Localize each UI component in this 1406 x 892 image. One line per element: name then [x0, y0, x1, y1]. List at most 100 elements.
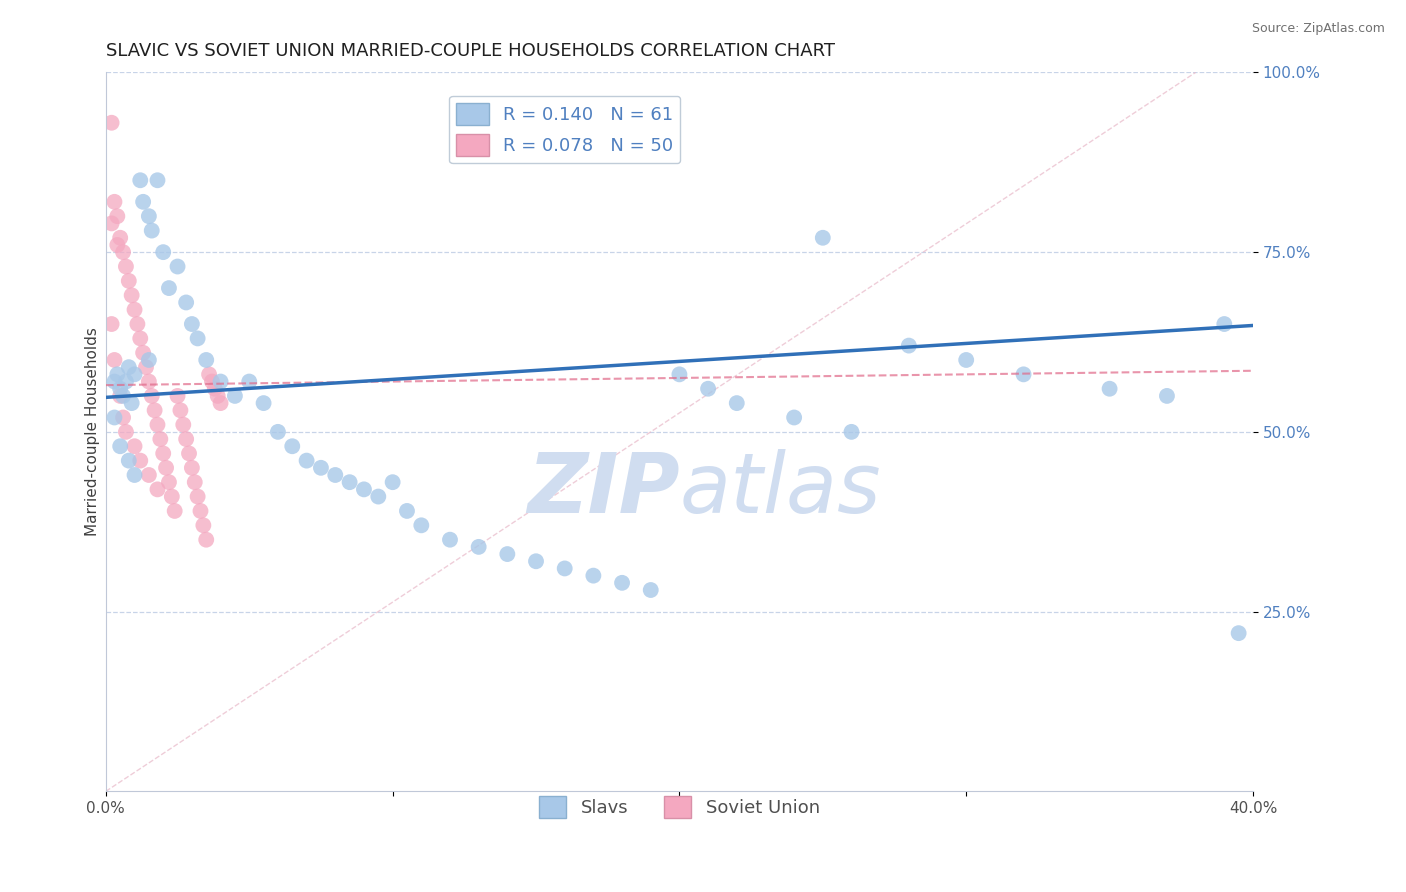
Point — [105, 209, 128, 223]
Point — [141, 389, 163, 403]
Point — [100, 317, 122, 331]
Point — [146, 483, 169, 497]
Point — [121, 396, 143, 410]
Point — [174, 295, 197, 310]
Point — [121, 288, 143, 302]
Y-axis label: Married-couple Households: Married-couple Households — [86, 327, 100, 536]
Point — [115, 260, 138, 274]
Point — [108, 439, 131, 453]
Point — [124, 368, 146, 382]
Point — [100, 116, 122, 130]
Point — [209, 396, 232, 410]
Point — [138, 353, 160, 368]
Point — [1213, 317, 1236, 331]
Point — [640, 582, 662, 597]
Text: ZIP: ZIP — [527, 449, 679, 530]
Point — [811, 231, 834, 245]
Point — [103, 410, 125, 425]
Point — [103, 353, 125, 368]
Point — [783, 410, 806, 425]
Point — [180, 460, 202, 475]
Point — [172, 417, 194, 432]
Point — [146, 417, 169, 432]
Point — [124, 439, 146, 453]
Point — [281, 439, 304, 453]
Point — [141, 223, 163, 237]
Point — [118, 453, 141, 467]
Point — [381, 475, 404, 490]
Point — [339, 475, 361, 490]
Point — [190, 504, 212, 518]
Point — [105, 238, 128, 252]
Point — [143, 403, 166, 417]
Point — [115, 425, 138, 439]
Point — [169, 403, 191, 417]
Point — [323, 468, 346, 483]
Point — [554, 561, 576, 575]
Point — [124, 468, 146, 483]
Point — [124, 302, 146, 317]
Point — [496, 547, 519, 561]
Point — [204, 382, 226, 396]
Point — [209, 375, 232, 389]
Point — [195, 533, 218, 547]
Point — [138, 468, 160, 483]
Point — [201, 375, 224, 389]
Point — [166, 389, 188, 403]
Point — [353, 483, 375, 497]
Point — [184, 475, 207, 490]
Text: atlas: atlas — [679, 449, 882, 530]
Point — [524, 554, 547, 568]
Point — [725, 396, 748, 410]
Point — [582, 568, 605, 582]
Point — [668, 368, 690, 382]
Point — [295, 453, 318, 467]
Point — [1012, 368, 1035, 382]
Point — [157, 475, 180, 490]
Point — [897, 338, 920, 352]
Point — [1156, 389, 1178, 403]
Point — [193, 518, 215, 533]
Point — [112, 245, 135, 260]
Point — [309, 460, 332, 475]
Point — [129, 331, 152, 345]
Point — [103, 194, 125, 209]
Text: SLAVIC VS SOVIET UNION MARRIED-COUPLE HOUSEHOLDS CORRELATION CHART: SLAVIC VS SOVIET UNION MARRIED-COUPLE HO… — [105, 42, 835, 60]
Point — [411, 518, 433, 533]
Point — [100, 216, 122, 230]
Point — [138, 209, 160, 223]
Point — [174, 432, 197, 446]
Point — [129, 453, 152, 467]
Point — [187, 490, 209, 504]
Point — [697, 382, 720, 396]
Text: Source: ZipAtlas.com: Source: ZipAtlas.com — [1251, 22, 1385, 36]
Point — [112, 410, 135, 425]
Point — [138, 375, 160, 389]
Point — [132, 194, 155, 209]
Point — [115, 375, 138, 389]
Point — [367, 490, 389, 504]
Point — [108, 389, 131, 403]
Point — [108, 382, 131, 396]
Point — [152, 446, 174, 460]
Point — [207, 389, 229, 403]
Point — [108, 231, 131, 245]
Point — [187, 331, 209, 345]
Point — [467, 540, 489, 554]
Point — [166, 260, 188, 274]
Point — [238, 375, 260, 389]
Point — [180, 317, 202, 331]
Point — [163, 504, 186, 518]
Point — [439, 533, 461, 547]
Point — [103, 375, 125, 389]
Point — [195, 353, 218, 368]
Point — [105, 368, 128, 382]
Point — [157, 281, 180, 295]
Point — [224, 389, 246, 403]
Point — [132, 346, 155, 360]
Point — [129, 173, 152, 187]
Legend: Slavs, Soviet Union: Slavs, Soviet Union — [531, 789, 827, 825]
Point — [118, 360, 141, 375]
Point — [127, 317, 149, 331]
Point — [395, 504, 418, 518]
